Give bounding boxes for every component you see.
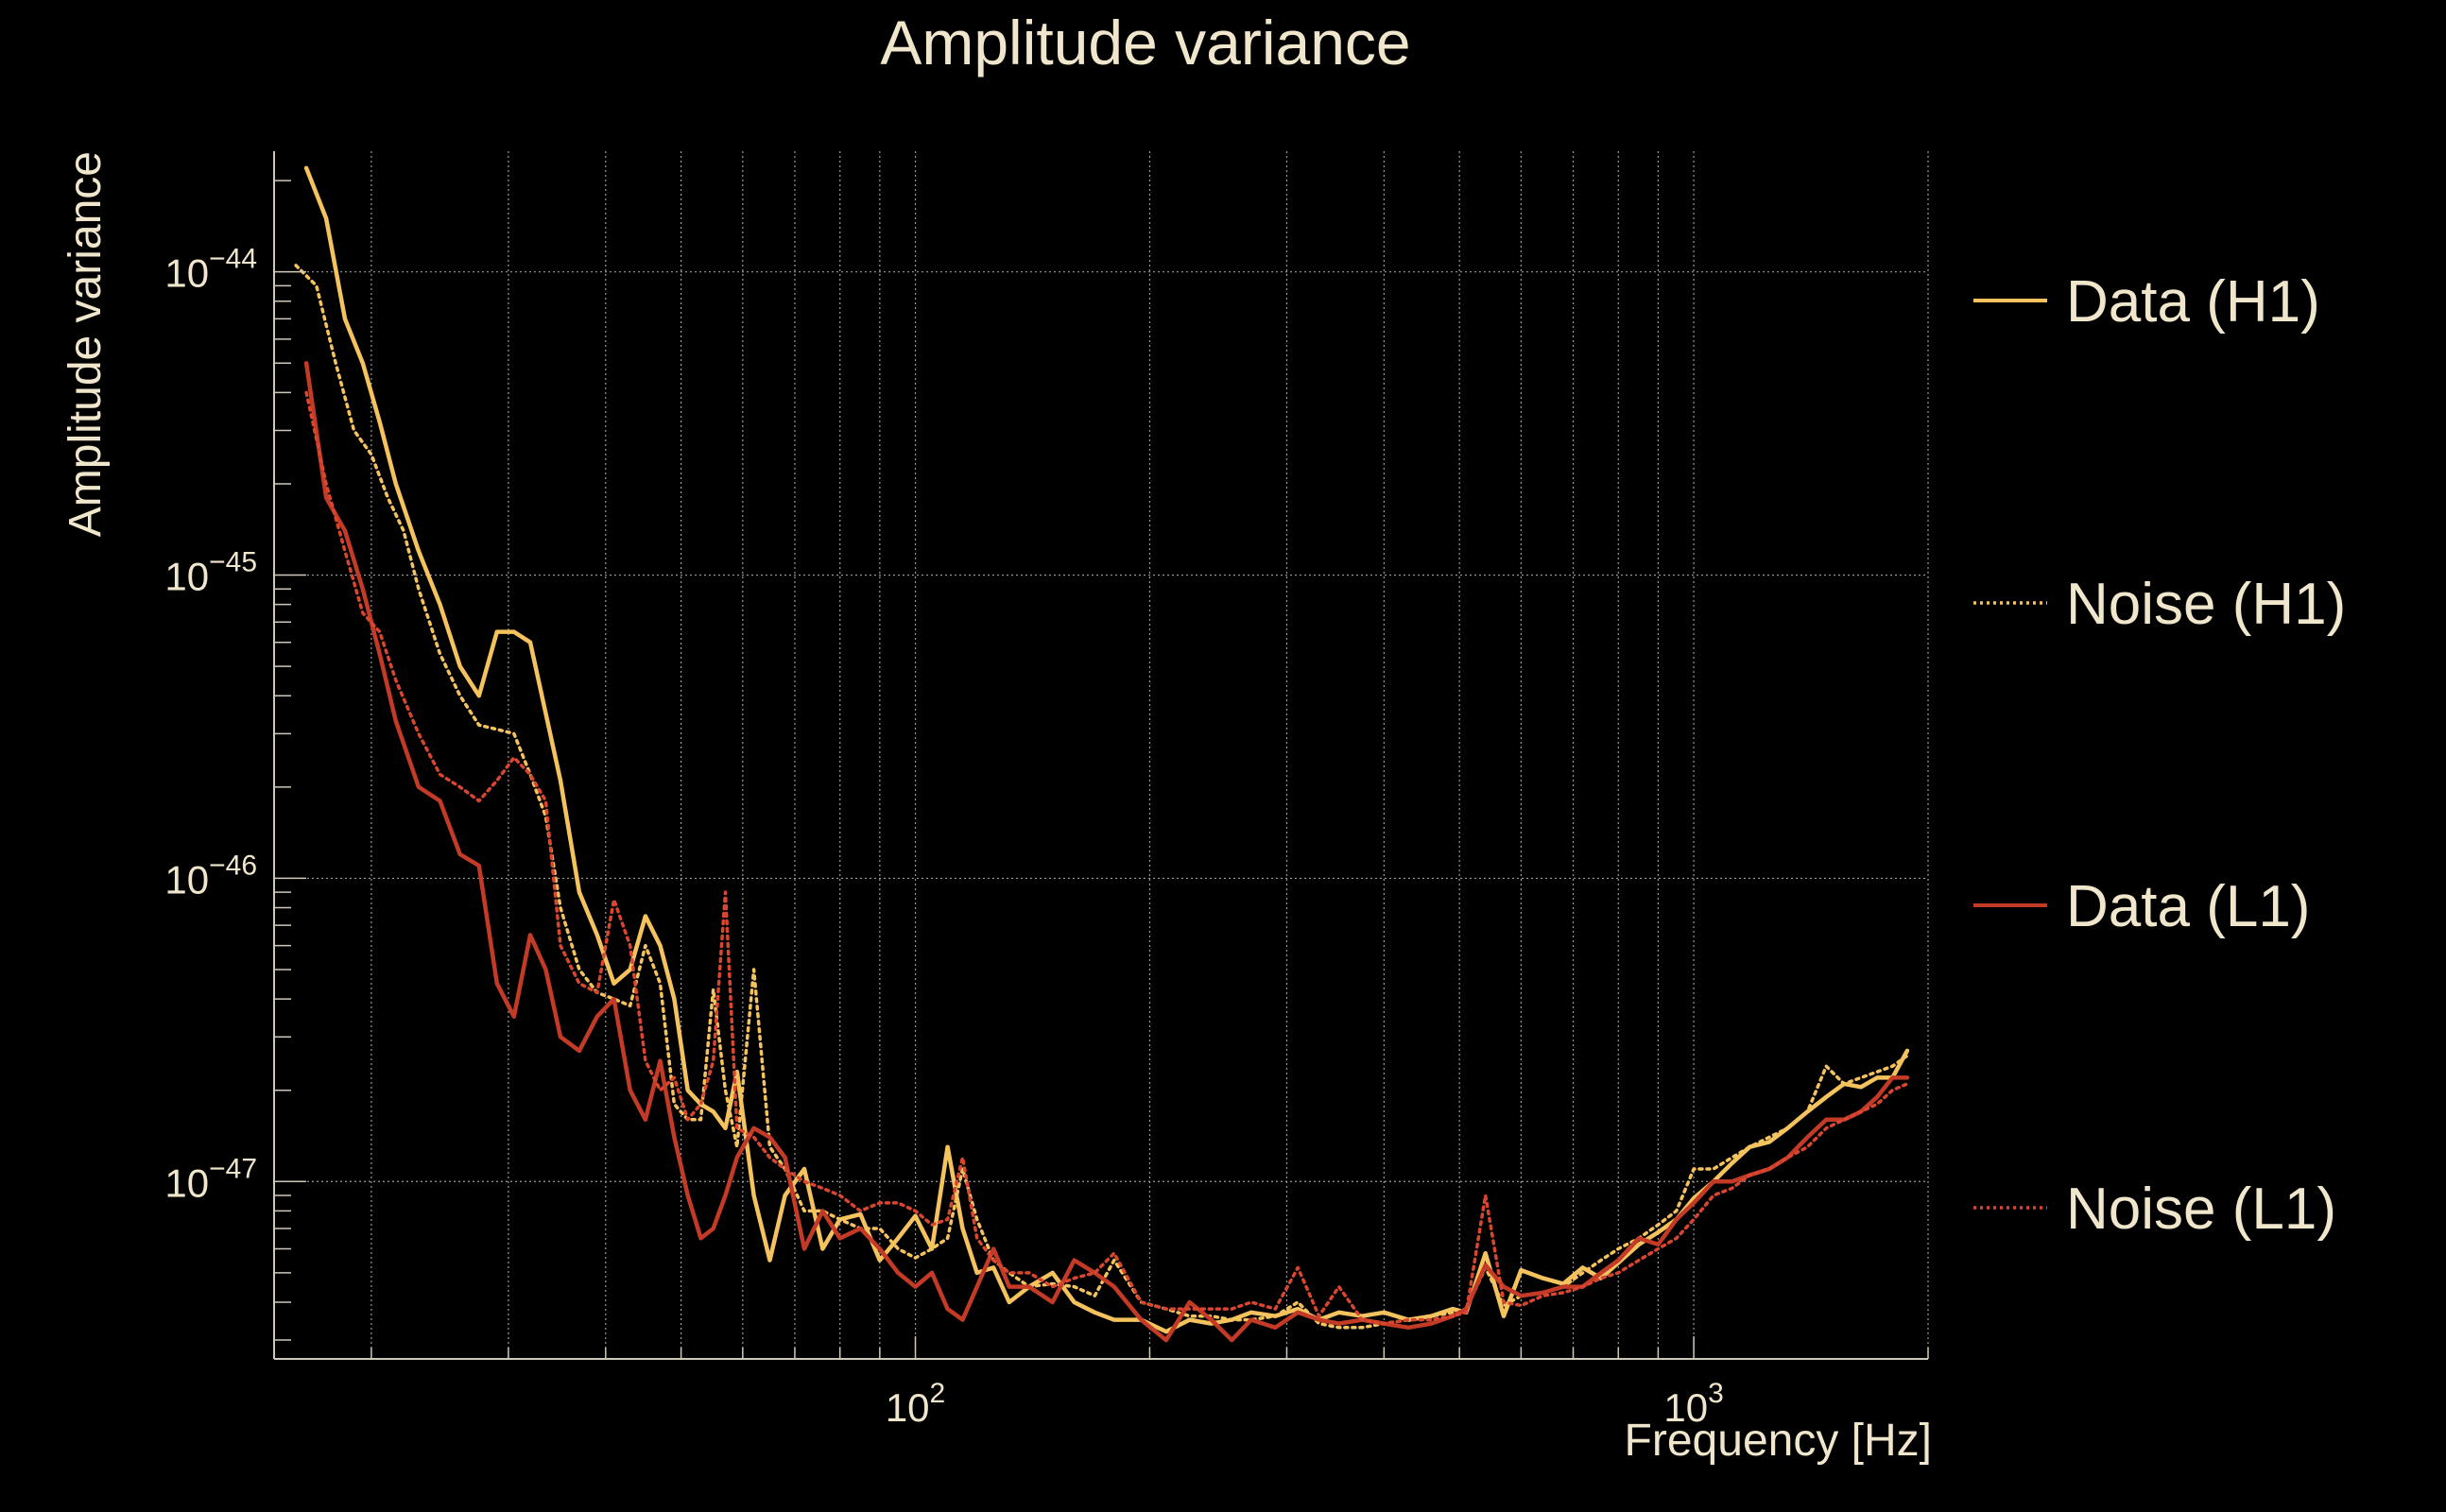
tick-labels: 10−44 10−45 10−46 10−47 102 103 [164,244,1723,1430]
y-tick-label: 10−47 [164,1153,257,1205]
y-tick-label: 10−45 [164,547,257,599]
legend: Data (H1) Noise (H1) Data (L1) Noise (L1) [1973,269,2346,1242]
legend-label-noise-l1: Noise (L1) [2066,1177,2336,1242]
x-tick-label: 102 [886,1378,945,1430]
series-line-data-l1 [303,361,1910,1343]
x-axis-label: Frequency [Hz] [1625,1416,1932,1466]
chart-title: Amplitude variance [880,8,1410,77]
series-line-noise-l1 [304,390,1909,1326]
y-tick-label: 10−44 [164,244,257,296]
x-tick-label: 103 [1663,1378,1723,1430]
series-lines [294,165,1910,1343]
axes [273,151,1929,1360]
legend-label-data-l1: Data (L1) [2066,874,2310,939]
grid-lines [274,151,1929,1359]
legend-label-noise-h1: Noise (H1) [2066,572,2346,637]
legend-label-data-h1: Data (H1) [2066,269,2320,335]
y-axis-label: Amplitude variance [60,151,111,537]
y-tick-label: 10−46 [164,850,257,902]
